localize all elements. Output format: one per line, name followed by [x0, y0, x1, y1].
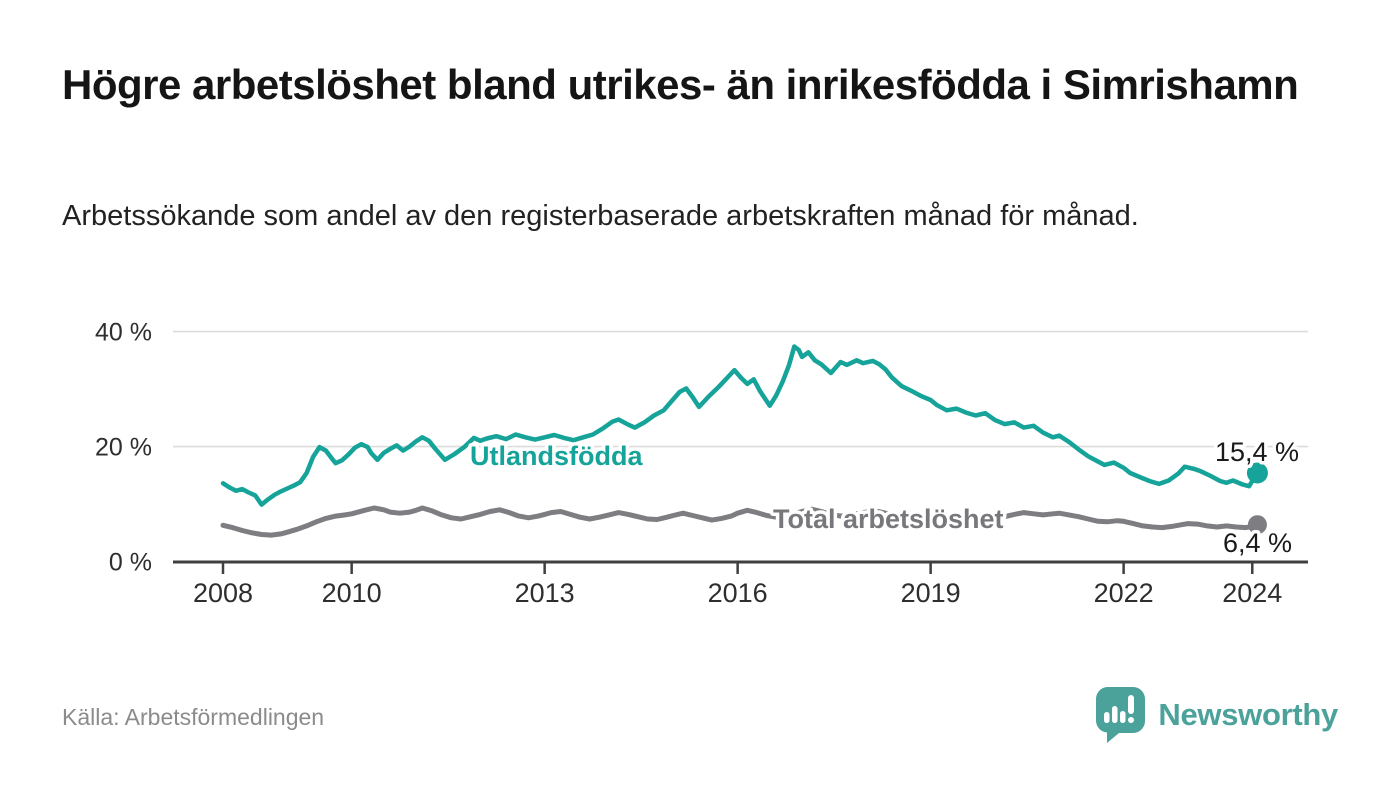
x-tick-label-2010: 2010 [322, 578, 382, 608]
newsworthy-logo: Newsworthy [1094, 686, 1338, 744]
source-note: Källa: Arbetsförmedlingen [62, 704, 325, 730]
end-value-label-utlandsfodda: 15,4 % [1215, 437, 1299, 467]
newsworthy-speech-bubble-chart-icon [1096, 687, 1146, 743]
page-subtitle: Arbetssökande som andel av den registerb… [62, 200, 1139, 232]
gridlines [173, 330, 1308, 448]
series-end-dot-total [1247, 515, 1267, 535]
x-tick-label-2008: 2008 [193, 578, 253, 608]
x-axis [173, 560, 1308, 574]
x-tick-label-2013: 2013 [515, 578, 575, 608]
y-tick-label-0: 0 % [109, 549, 152, 577]
page-title: Högre arbetslöshet bland utrikes- än inr… [62, 61, 1299, 108]
x-tick-label-2024: 2024 [1222, 578, 1282, 608]
newsworthy-wordmark: Newsworthy [1158, 697, 1338, 732]
y-tick-label-20: 20 % [95, 434, 152, 462]
series-line-utlandsfodda [220, 344, 1260, 507]
series-label-total: Total arbetslöshet [773, 504, 1004, 534]
series-label-utlandsfodda: Utlandsfödda [470, 441, 643, 471]
x-tick-label-2022: 2022 [1094, 578, 1154, 608]
x-tick-label-2016: 2016 [708, 578, 768, 608]
series-line-total [220, 505, 1260, 538]
series-lines [220, 344, 1268, 538]
y-tick-label-40: 40 % [95, 319, 152, 347]
axis-tick-labels: 2008 2010 2013 2016 2019 2022 2024 0 % 20 % 40 % [95, 319, 1282, 608]
end-value-label-total: 6,4 % [1223, 528, 1292, 558]
x-tick-label-2019: 2019 [901, 578, 961, 608]
series-end-dot-utlandsfodda [1246, 462, 1268, 484]
